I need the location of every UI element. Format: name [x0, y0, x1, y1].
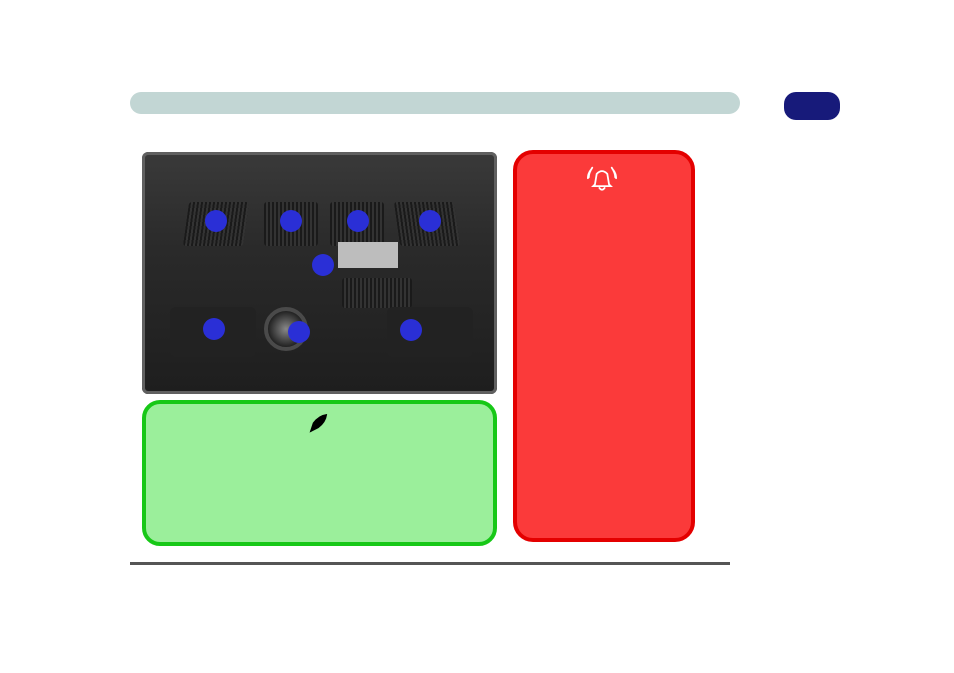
callout-dot — [312, 254, 334, 276]
callout-dot — [347, 210, 369, 232]
callout-dot — [205, 210, 227, 232]
warning-callout-box — [513, 150, 695, 542]
header-bar — [130, 92, 740, 114]
vent-slot — [342, 278, 412, 308]
bell-alert-icon — [584, 165, 620, 195]
callout-dot — [203, 318, 225, 340]
callout-dot — [280, 210, 302, 232]
footer-rule — [130, 562, 730, 565]
header-badge — [784, 92, 840, 120]
spec-label — [338, 242, 398, 268]
callout-dot — [419, 210, 441, 232]
callout-dot — [288, 321, 310, 343]
pen-icon — [308, 412, 330, 434]
callout-dot — [400, 319, 422, 341]
